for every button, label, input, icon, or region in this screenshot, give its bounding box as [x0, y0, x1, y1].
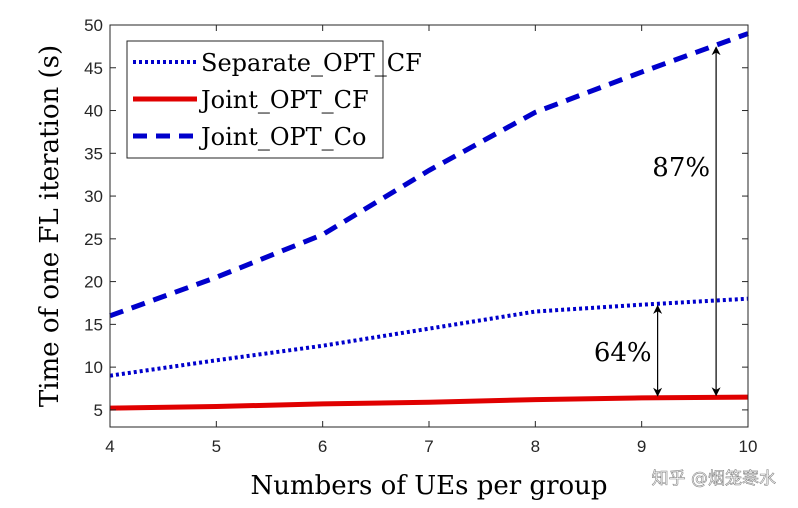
- y-tick-label: 50: [84, 16, 103, 35]
- y-tick-label: 45: [84, 59, 103, 78]
- x-tick-label: 9: [637, 437, 646, 456]
- series-line-joint-opt-cf: [109, 394, 749, 411]
- x-axis-label: Numbers of UEs per group: [250, 471, 607, 501]
- series-line-joint-opt-co: [109, 31, 749, 319]
- y-tick-label: 10: [84, 358, 103, 377]
- x-tick-label: 7: [424, 437, 433, 456]
- y-tick-label: 25: [84, 230, 103, 249]
- y-tick-label: 35: [84, 144, 103, 163]
- legend-label: Separate_OPT_CF: [201, 49, 422, 77]
- watermark: 知乎 @烟笼寒水: [652, 469, 776, 489]
- y-tick-label: 20: [84, 273, 103, 292]
- legend-label: Joint_OPT_CF: [198, 86, 369, 114]
- y-tick-label: 5: [94, 401, 103, 420]
- annotation-label: 87%: [652, 153, 710, 183]
- legend-label: Joint_OPT_Co: [198, 123, 367, 151]
- annotation-label: 64%: [594, 338, 652, 368]
- y-tick-label: 15: [84, 315, 103, 334]
- x-tick-label: 4: [105, 437, 114, 456]
- series-line-separate-opt-cf: [109, 296, 749, 378]
- y-axis-label: Time of one FL iteration (s): [35, 45, 65, 407]
- x-tick-label: 10: [739, 437, 758, 456]
- y-tick-label: 40: [84, 102, 103, 121]
- legend: Separate_OPT_CF Joint_OPT_CF Joint_OPT_Co: [126, 40, 422, 159]
- y-tick-label: 30: [84, 187, 103, 206]
- x-tick-label: 6: [318, 437, 327, 456]
- x-tick-label: 8: [531, 437, 540, 456]
- x-tick-label: 5: [212, 437, 221, 456]
